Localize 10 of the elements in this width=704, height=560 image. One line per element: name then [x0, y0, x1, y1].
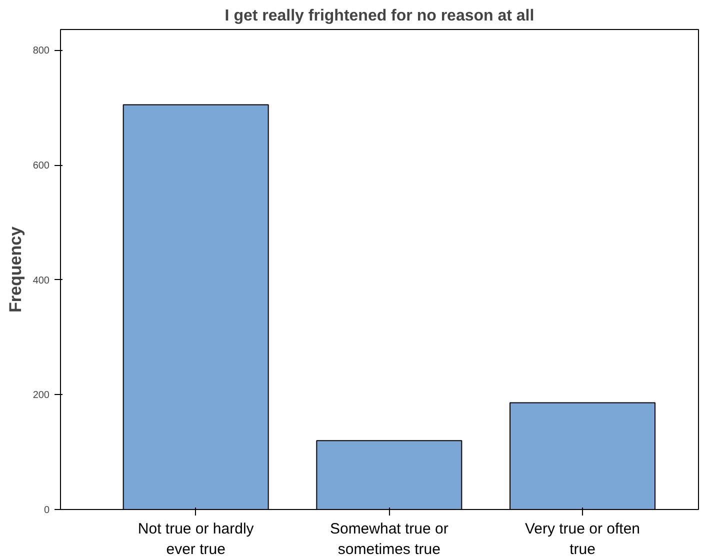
y-tick-label: 0: [44, 505, 50, 516]
x-tick-label: Very true or often true: [524, 520, 640, 558]
y-axis-title: Frequency: [6, 226, 25, 312]
y-tick-label: 200: [32, 390, 50, 402]
x-tick-label: Somewhat true or sometimes true: [330, 520, 448, 558]
y-tick-label: 400: [32, 275, 50, 286]
chart-title: I get really frightened for no reason at all: [224, 8, 534, 24]
x-tick-label: Not true or hardly ever true: [138, 520, 254, 558]
y-tick-label: 800: [32, 46, 50, 57]
y-tick-label: 600: [32, 160, 50, 172]
